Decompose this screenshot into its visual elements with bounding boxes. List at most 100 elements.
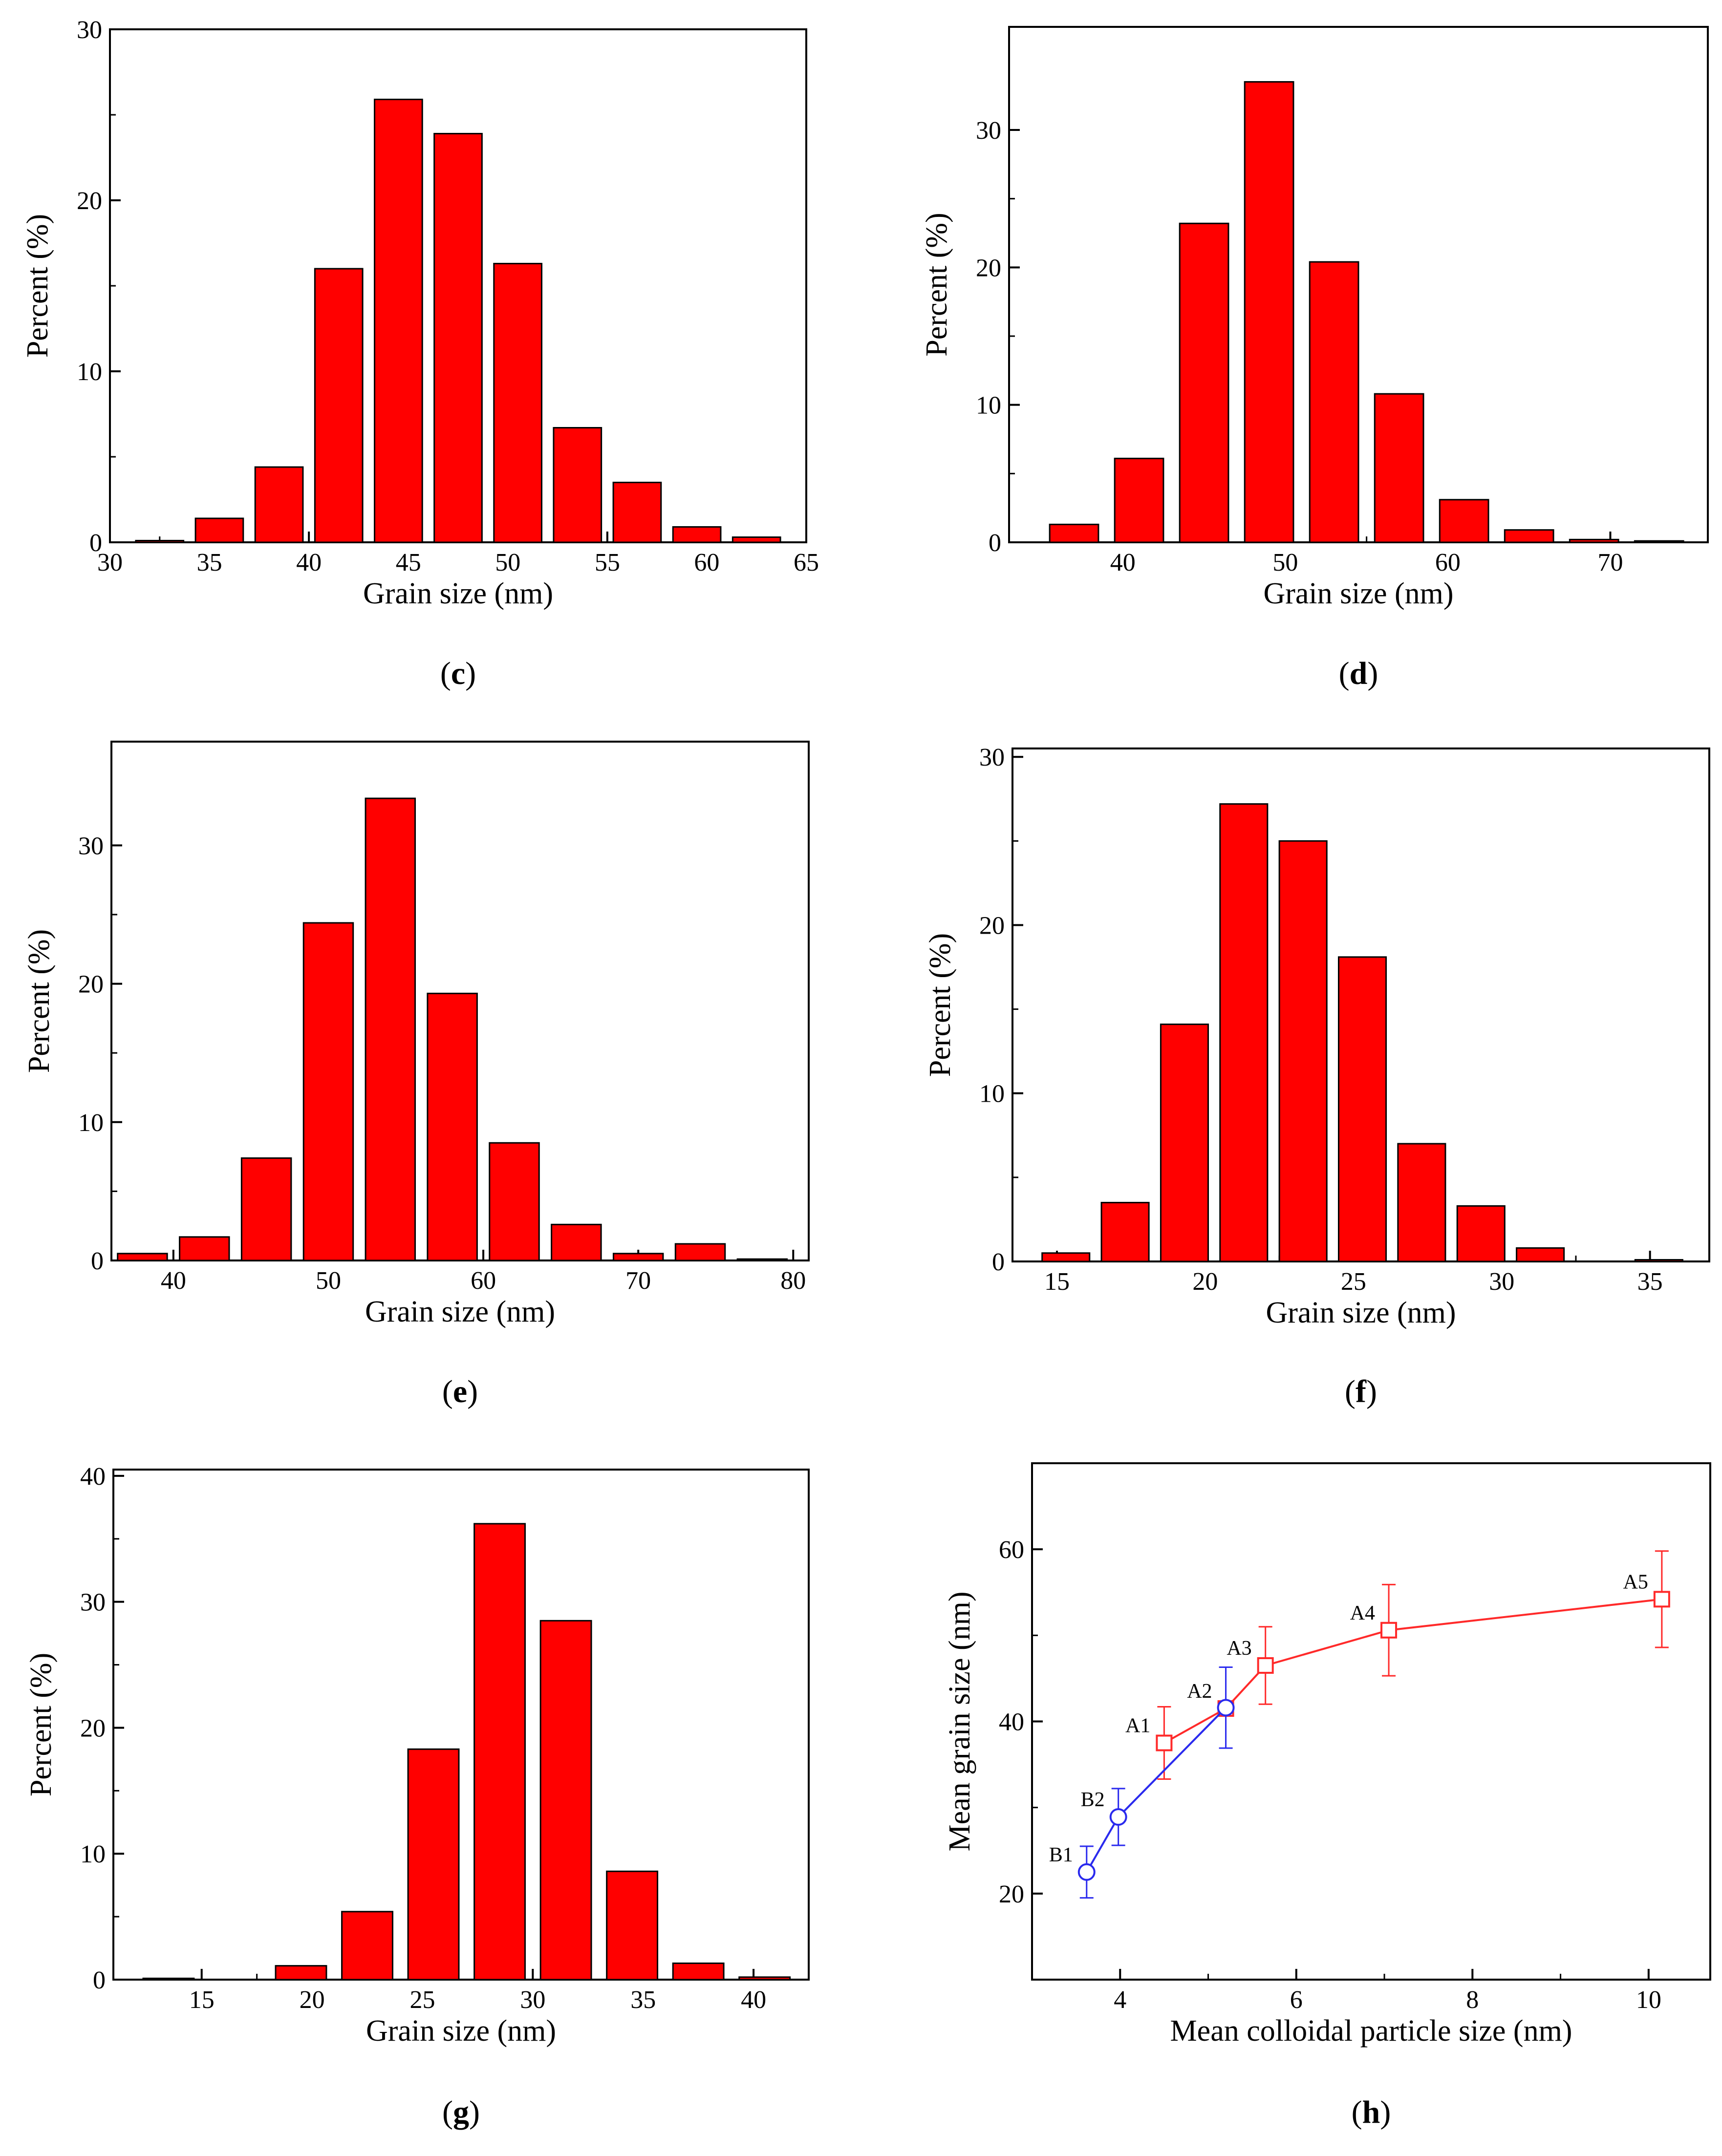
point-label: A3 xyxy=(1227,1637,1251,1660)
x-tick-label: 30 xyxy=(1489,1268,1514,1296)
y-tick-label: 30 xyxy=(979,744,1005,771)
x-tick-label: 30 xyxy=(520,1986,545,2014)
y-tick-label: 0 xyxy=(989,529,1001,557)
panel-c: 30 35 40 45 50 55 60 65 0 10 20 30 Grain size (nm) Pe… xyxy=(21,16,819,691)
bar xyxy=(1309,261,1359,543)
panel-label-open: ( xyxy=(1345,1374,1356,1409)
bar xyxy=(1456,1205,1506,1262)
y-tick-label: 60 xyxy=(999,1536,1024,1564)
bar xyxy=(1634,1259,1683,1262)
x-tick-label: 20 xyxy=(1192,1268,1218,1296)
data-point xyxy=(1077,1863,1096,1881)
x-tick-label: 35 xyxy=(630,1986,656,2014)
bar xyxy=(1244,81,1294,543)
bar xyxy=(1504,529,1554,543)
x-axis-label: Mean colloidal particle size (nm) xyxy=(1170,2014,1572,2048)
bar xyxy=(1575,1260,1624,1262)
y-tick-label: 10 xyxy=(77,358,102,386)
panel-label: (c) xyxy=(440,656,476,691)
x-tick-label: 25 xyxy=(409,1986,435,2014)
bar xyxy=(1041,1252,1091,1262)
bar xyxy=(1160,1024,1209,1262)
bar xyxy=(1374,393,1424,543)
bar xyxy=(135,540,185,543)
bar xyxy=(551,1223,602,1261)
bar xyxy=(374,99,423,543)
bar xyxy=(1219,803,1269,1262)
panel-label-open: ( xyxy=(440,656,451,691)
bar xyxy=(1337,956,1387,1262)
panel-label-close: ) xyxy=(467,1374,478,1409)
panel-label-close: ) xyxy=(1366,1374,1377,1409)
bar xyxy=(302,922,354,1261)
y-tick-label: 40 xyxy=(999,1708,1024,1736)
series-line-A xyxy=(1163,1598,1662,1744)
x-tick-label: 60 xyxy=(471,1267,496,1295)
panel-label-open: ( xyxy=(442,2094,453,2130)
x-tick-label: 4 xyxy=(1114,1986,1126,2014)
y-tick-label: 30 xyxy=(976,117,1001,145)
y-tick-label: 30 xyxy=(77,16,102,44)
bar xyxy=(1100,1202,1150,1262)
bar xyxy=(1397,1143,1446,1262)
point-label: A5 xyxy=(1623,1571,1648,1593)
bar xyxy=(493,263,542,543)
x-tick-label: 80 xyxy=(780,1267,806,1295)
bar xyxy=(553,427,603,543)
x-tick-label: 60 xyxy=(694,549,719,576)
x-tick-label: 70 xyxy=(625,1267,651,1295)
y-axis-label: Percent (%) xyxy=(21,214,54,358)
bar xyxy=(1049,523,1099,543)
plot-frame xyxy=(112,1469,810,1981)
x-tick-label: 8 xyxy=(1466,1986,1479,2014)
data-point xyxy=(1109,1808,1127,1826)
bar xyxy=(341,1911,393,1981)
y-tick-label: 0 xyxy=(93,1966,106,1994)
point-label: B1 xyxy=(1049,1844,1073,1866)
panel-label-open: ( xyxy=(1339,656,1350,691)
x-tick-label: 40 xyxy=(1110,549,1136,576)
bar xyxy=(1278,840,1328,1262)
panel-label-letter: h xyxy=(1362,2094,1380,2130)
bar xyxy=(1569,538,1619,543)
y-tick-label: 20 xyxy=(80,1714,106,1742)
y-tick-label: 0 xyxy=(89,529,102,557)
bar xyxy=(489,1142,540,1261)
x-tick-label: 50 xyxy=(1272,549,1298,576)
y-axis-label: Percent (%) xyxy=(924,933,957,1077)
x-axis-label: Grain size (nm) xyxy=(365,1295,555,1328)
y-tick-label: 10 xyxy=(979,1080,1005,1108)
panel-label: (f) xyxy=(1345,1374,1377,1409)
panel-label-letter: e xyxy=(453,1374,467,1409)
panel-label: (g) xyxy=(442,2094,480,2130)
y-axis-label: Mean grain size (nm) xyxy=(943,1592,976,1852)
bar xyxy=(1179,222,1229,543)
point-label: A1 xyxy=(1125,1715,1150,1737)
x-axis-label: Grain size (nm) xyxy=(1263,577,1453,610)
bar xyxy=(674,1243,726,1261)
bar xyxy=(732,536,781,543)
bar xyxy=(1114,457,1164,543)
x-tick-label: 55 xyxy=(595,549,620,576)
x-tick-label: 45 xyxy=(396,549,421,576)
y-tick-label: 20 xyxy=(979,912,1005,939)
bar xyxy=(1439,499,1489,543)
panel-label-close: ) xyxy=(469,2094,480,2130)
x-tick-label: 35 xyxy=(197,549,222,576)
bar xyxy=(606,1870,659,1981)
y-tick-label: 20 xyxy=(78,971,104,999)
y-tick-label: 20 xyxy=(77,187,102,215)
panel-label-open: ( xyxy=(442,1374,453,1409)
y-tick-label: 30 xyxy=(78,832,104,860)
panel-g: 15 20 25 30 35 40 0 10 20 30 40 Grain size (nm) Perc… xyxy=(24,1463,810,2130)
x-axis-label: Grain size (nm) xyxy=(363,577,553,610)
series-line-B xyxy=(1086,1707,1227,1873)
x-tick-label: 40 xyxy=(296,549,322,576)
bar xyxy=(539,1620,592,1981)
data-point xyxy=(1156,1734,1173,1751)
bar xyxy=(736,1258,788,1261)
bar xyxy=(1634,540,1684,543)
panel-label-close: ) xyxy=(1367,656,1378,691)
y-tick-label: 40 xyxy=(80,1463,106,1491)
